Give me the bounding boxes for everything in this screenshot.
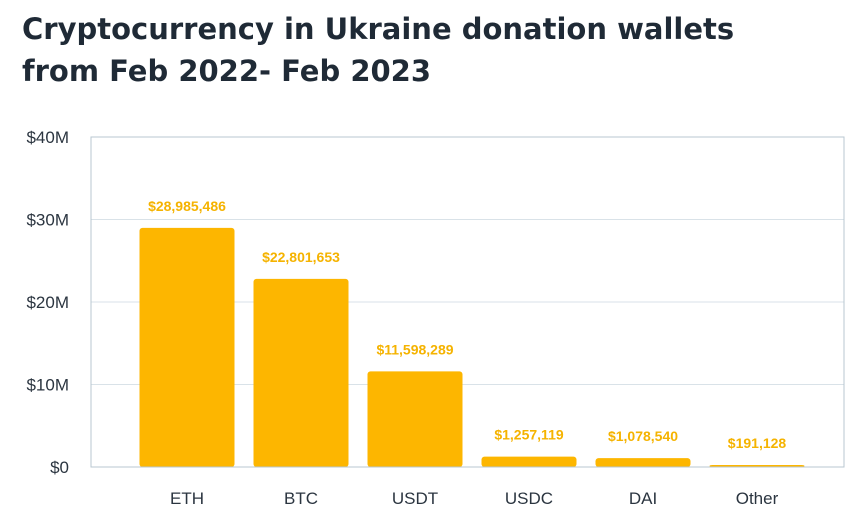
data-label: $28,985,486 — [148, 198, 226, 214]
x-tick-label: Other — [736, 489, 779, 508]
x-axis-category-labels: ETH BTC USDT USDC DAI Other — [170, 489, 779, 508]
x-tick-label: BTC — [284, 489, 318, 508]
plot-frame — [90, 136, 845, 468]
data-label: $191,128 — [728, 435, 787, 451]
bar-dai — [595, 458, 691, 467]
x-tick-label: USDT — [392, 489, 438, 508]
bar-usdc — [481, 456, 577, 467]
chart-title-line-1: Cryptocurrency in Ukraine donation walle… — [22, 12, 735, 46]
x-tick-label: USDC — [505, 489, 553, 508]
y-tick-label: $30M — [26, 211, 69, 230]
data-label: $1,257,119 — [494, 427, 564, 443]
y-tick-label: $10M — [26, 376, 69, 395]
chart-title: Cryptocurrency in Ukraine donation walle… — [22, 8, 782, 92]
plot-border — [90, 136, 845, 468]
bar-btc — [253, 278, 349, 467]
y-tick-label: $40M — [26, 128, 69, 147]
data-labels: $28,985,486 $22,801,653 $11,598,289 $1,257,… — [148, 198, 786, 451]
y-tick-label: $0 — [50, 458, 69, 477]
y-axis-tick-labels: $0 $10M $20M $30M $40M — [26, 128, 69, 477]
data-label: $22,801,653 — [262, 249, 340, 265]
x-tick-label: ETH — [170, 489, 204, 508]
chart-title-line-2: from Feb 2022- Feb 2023 — [22, 54, 432, 88]
bars — [139, 227, 805, 467]
y-tick-label: $20M — [26, 293, 69, 312]
data-label: $1,078,540 — [608, 428, 678, 444]
bar-eth — [139, 227, 235, 467]
data-label: $11,598,289 — [376, 341, 453, 357]
x-tick-label: DAI — [629, 489, 657, 508]
bar-usdt — [367, 371, 463, 467]
